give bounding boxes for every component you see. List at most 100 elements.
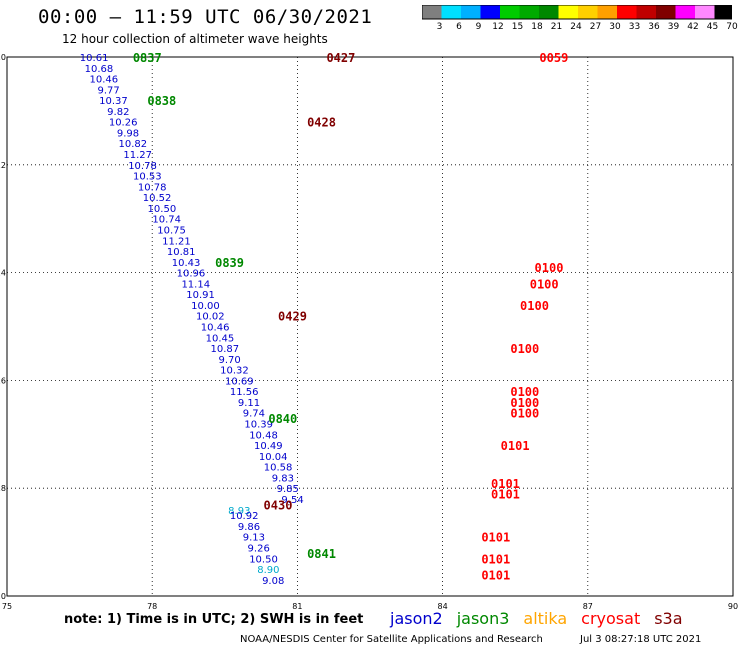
y-tick-label: -18 (0, 484, 6, 493)
generation-timestamp: Jul 3 08:27:18 UTC 2021 (580, 634, 702, 645)
x-tick-label: 81 (292, 602, 302, 611)
wave-height-value: 10.32 (220, 366, 249, 377)
colorbar-swatch (480, 5, 500, 19)
wave-height-value: 9.74 (243, 409, 265, 420)
x-tick-label: 90 (728, 602, 738, 611)
colorbar-label: 70 (726, 22, 738, 32)
x-tick-label: 75 (2, 602, 12, 611)
wave-height-value: 10.52 (143, 193, 172, 204)
colorbar-label: 18 (531, 22, 543, 32)
colorbar-label: 12 (492, 22, 504, 32)
wave-height-value: 9.13 (243, 533, 265, 544)
colorbar-swatch (422, 5, 442, 19)
pass-time-label: 0100 (520, 299, 549, 313)
wave-height-value: 10.48 (249, 430, 278, 441)
wave-height-value: 10.39 (244, 420, 273, 431)
wave-height-value: 11.14 (181, 279, 210, 290)
pass-time-label: 0100 (530, 277, 559, 291)
wave-height-value: 8.93 (228, 506, 250, 517)
colorbar-label: 6 (456, 22, 462, 32)
wave-height-value: 10.92 (230, 511, 259, 522)
pass-time-label: 0838 (147, 94, 176, 108)
colorbar-swatch (539, 5, 559, 19)
wave-height-value: 10.43 (172, 258, 201, 269)
wave-height-value: 10.81 (167, 247, 196, 258)
y-tick-label: -16 (0, 376, 6, 385)
legend-item-altika: altika (523, 609, 568, 628)
x-tick-label: 78 (147, 602, 157, 611)
colorbar-swatch (441, 5, 461, 19)
colorbar-swatch (461, 5, 481, 19)
credit-line: NOAA/NESDIS Center for Satellite Applica… (240, 634, 543, 645)
wave-height-value: 11.56 (230, 387, 259, 398)
colorbar-label: 3 (436, 22, 443, 32)
colorbar-swatch (500, 5, 520, 19)
wave-height-value: 10.91 (186, 290, 215, 301)
colorbar-swatch (636, 5, 656, 19)
wave-height-value: 10.26 (109, 118, 138, 129)
wave-height-value: 10.87 (210, 344, 239, 355)
pass-time-label: 0428 (307, 116, 336, 130)
colorbar-label: 24 (570, 22, 582, 32)
pass-time-label: 0059 (539, 51, 568, 65)
wave-height-value: 8.90 (257, 565, 279, 576)
colorbar-swatch (695, 5, 715, 19)
wave-height-value: 9.08 (262, 576, 284, 587)
wave-height-value: 11.27 (123, 150, 152, 161)
colorbar-swatch (714, 5, 732, 19)
wave-height-value: 10.46 (89, 75, 118, 86)
x-tick-label: 84 (438, 602, 448, 611)
colorbar-swatch (597, 5, 617, 19)
colorbar-label: 9 (475, 22, 482, 32)
pass-time-label: 0837 (133, 51, 162, 65)
x-tick-label: 87 (583, 602, 593, 611)
wave-height-value: 9.98 (117, 128, 139, 139)
wave-height-value: 9.86 (238, 522, 260, 533)
colorbar-label: 39 (667, 22, 680, 32)
pass-time-label: 0840 (268, 412, 297, 426)
pass-time-label: 0101 (481, 552, 510, 566)
pass-time-label: 0101 (481, 531, 510, 545)
pass-time-label: 0427 (326, 51, 355, 65)
satellite-legend: jason2 jason3 altika cryosat s3a (390, 609, 697, 628)
pass-time-label: 0101 (491, 488, 520, 502)
colorbar-swatch (656, 5, 676, 19)
colorbar-swatch (519, 5, 539, 19)
wave-height-value: 10.68 (85, 64, 114, 75)
color-scale-bar (422, 5, 732, 20)
colorbar-label: 21 (550, 22, 563, 32)
colorbar-label: 45 (706, 22, 719, 32)
footer-note: note: 1) Time is in UTC; 2) SWH is in fe… (64, 612, 364, 627)
pass-time-label: 0430 (264, 498, 293, 512)
wave-height-value: 9.11 (238, 398, 260, 409)
legend-item-jason3: jason3 (456, 609, 510, 628)
wave-height-value: 10.74 (152, 215, 181, 226)
pass-time-label: 0100 (510, 342, 539, 356)
wave-height-value: 10.78 (128, 161, 157, 172)
y-tick-label: -10 (0, 53, 6, 62)
plot-frame (6, 56, 734, 597)
wave-height-value: 10.00 (191, 301, 220, 312)
colorbar-label: 42 (687, 22, 699, 32)
wave-height-value: 10.49 (254, 441, 283, 452)
wave-height-value: 11.21 (162, 236, 191, 247)
wave-height-value: 10.53 (133, 172, 162, 183)
pass-time-label: 0841 (307, 547, 336, 561)
colorbar-swatch (558, 5, 578, 19)
wave-height-value: 10.82 (119, 139, 148, 150)
wave-height-value: 10.50 (148, 204, 177, 215)
y-tick-label: -20 (0, 592, 6, 601)
legend-item-cryosat: cryosat (581, 609, 641, 628)
pass-time-label: 0100 (510, 407, 539, 421)
wave-height-value: 10.45 (206, 333, 235, 344)
colorbar-label: 27 (589, 22, 602, 32)
colorbar-label: 33 (628, 22, 641, 32)
wave-height-value: 10.46 (201, 323, 230, 334)
wave-height-value: 10.50 (249, 554, 278, 565)
wave-height-value: 9.54 (281, 495, 303, 506)
colorbar-swatch (617, 5, 637, 19)
wave-height-value: 10.69 (225, 376, 254, 387)
wave-height-value: 9.82 (107, 107, 129, 118)
wave-height-value: 10.96 (177, 269, 206, 280)
